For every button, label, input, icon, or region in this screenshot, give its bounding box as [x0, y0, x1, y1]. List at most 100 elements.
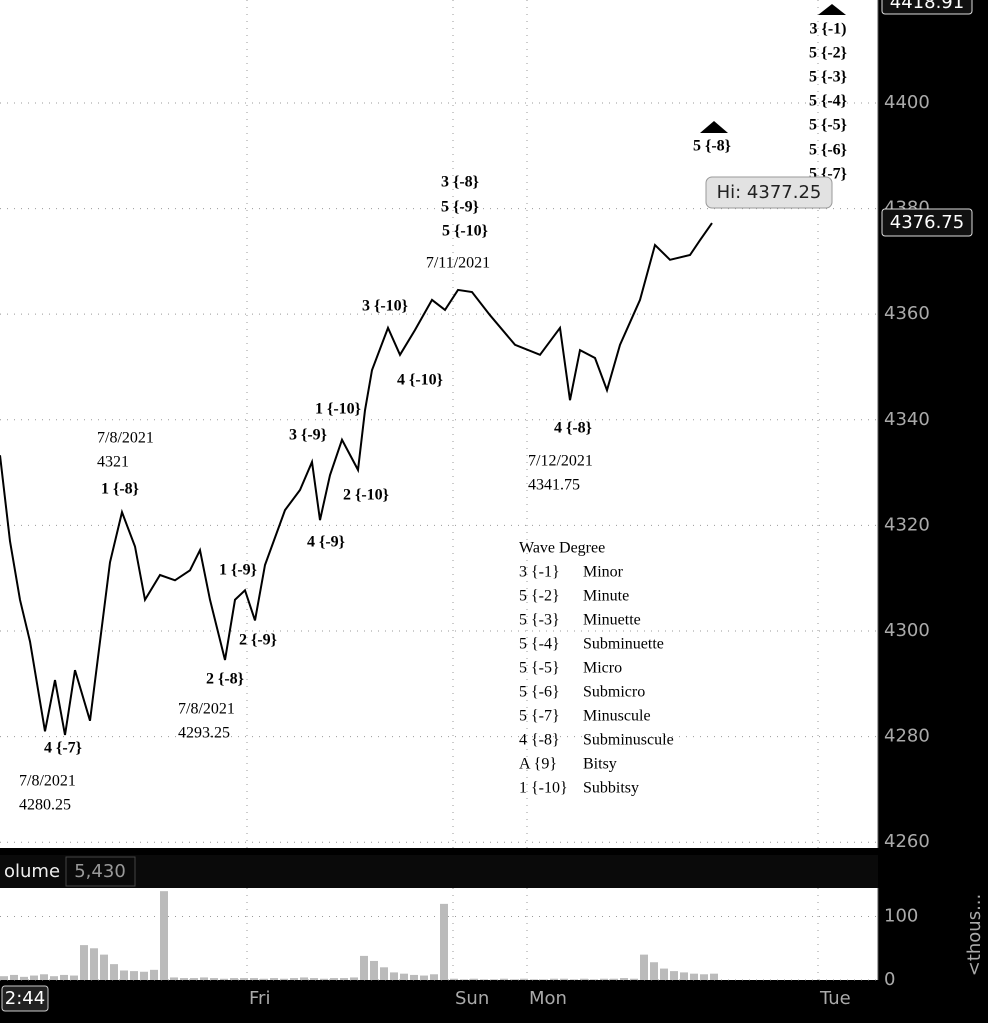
volume-bar — [380, 967, 388, 980]
arrow-marker — [700, 121, 728, 133]
volume-bar — [690, 973, 698, 980]
legend-wave: 5 {-7} — [519, 708, 560, 725]
annotation: 4341.75 — [528, 477, 580, 494]
volume-bar — [360, 955, 368, 980]
volume-bar — [400, 973, 408, 980]
volume-bar — [250, 978, 258, 980]
annotation: 5 {-4} — [809, 93, 847, 110]
volume-bar — [420, 975, 428, 980]
y-tick-label: 4300 — [884, 620, 930, 641]
volume-bar — [20, 976, 28, 980]
volume-bar — [10, 974, 18, 980]
annotations: 3 {-1) 5 {-2} 5 {-3} 5 {-4} 5 {-5} 5 {-6} 5 {-… — [19, 21, 847, 814]
volume-bar — [370, 960, 378, 980]
legend-degree: Bitsy — [583, 756, 617, 773]
volume-bar — [140, 971, 148, 980]
annotation: 4280.25 — [19, 797, 71, 814]
legend-degree: Minute — [583, 588, 629, 605]
volume-bar — [260, 978, 268, 980]
volume-bar — [340, 978, 348, 980]
volume-bar — [580, 978, 588, 980]
volume-bar — [190, 978, 198, 980]
last-box — [881, 208, 973, 237]
volume-bar — [70, 975, 78, 980]
annotation: 3 {-1) — [810, 21, 847, 38]
volume-bar — [330, 978, 338, 980]
volume-bar — [610, 978, 618, 980]
x-tick-label: Tue — [819, 988, 851, 1009]
volume-bar — [390, 972, 398, 980]
volume-bar — [550, 978, 558, 980]
legend-degree: Subminuscule — [583, 732, 674, 749]
annotation: 4321 — [97, 454, 129, 471]
last-label: 4376.75 — [890, 212, 964, 233]
volume-bar — [290, 978, 298, 980]
x-tick-label: Fri — [249, 988, 270, 1009]
volume-bar — [620, 978, 628, 980]
volume-bar — [520, 978, 528, 980]
legend-degree: Subminuette — [583, 636, 664, 653]
volume-bar — [310, 978, 318, 980]
volume-bar — [680, 972, 688, 980]
y-tick-label: 4320 — [884, 514, 930, 535]
volume-bar — [440, 903, 448, 980]
annotation: 4 {-10} — [397, 372, 443, 389]
annotation: 4293.25 — [178, 725, 230, 742]
annotation: 7/11/2021 — [426, 255, 490, 272]
volume-bar — [430, 974, 438, 980]
volume-bar — [530, 979, 538, 980]
volume-tick-label: 100 — [884, 906, 918, 927]
annotation: 1 {-8} — [101, 481, 139, 498]
volume-bar — [470, 978, 478, 980]
annotation: 2 {-9} — [239, 632, 277, 649]
volume-header — [0, 855, 878, 888]
y-tick-label: 4360 — [884, 303, 930, 324]
annotation: 1 {-10} — [315, 401, 361, 418]
arrow-marker — [818, 4, 846, 15]
legend-wave: 3 {-1} — [519, 564, 560, 581]
volume-bar — [510, 979, 518, 980]
volume-bar — [480, 979, 488, 980]
volume-axis-label: <thous... — [964, 894, 985, 977]
volume-bar — [460, 979, 468, 980]
volume-bar — [490, 979, 498, 980]
volume-bar — [500, 978, 508, 980]
volume-bar — [590, 979, 598, 980]
legend-wave: 4 {-8} — [519, 732, 560, 749]
header-box — [65, 856, 136, 887]
volume-bar — [100, 954, 108, 980]
legend-wave: 1 {-10} — [519, 780, 568, 797]
volume-bar — [640, 954, 648, 980]
annotation: 5 {-2} — [809, 45, 847, 62]
volume-bar — [130, 971, 138, 980]
annotation: 4 {-8} — [554, 420, 592, 437]
x-tick-box — [1, 985, 49, 1012]
volume-bar — [660, 968, 668, 980]
volume-bar — [170, 977, 178, 980]
annotation: 5 {-8} — [693, 138, 731, 155]
legend-wave: 5 {-5} — [519, 660, 560, 677]
volume-bar — [670, 971, 678, 980]
legend-degree: Minor — [583, 564, 624, 581]
volume-bar — [710, 973, 718, 980]
volume-bar — [280, 978, 288, 980]
legend-wave: 5 {-3} — [519, 612, 560, 629]
volume-bar — [560, 978, 568, 980]
legend-degree: Minuscule — [583, 708, 651, 725]
volume-bar — [30, 975, 38, 980]
volume-bar — [540, 979, 548, 980]
volume-bar — [320, 978, 328, 980]
volume-bar — [80, 945, 88, 980]
legend-degree: Submicro — [583, 684, 645, 701]
annotation: 2 {-10} — [343, 487, 389, 504]
legend-degree: Minuette — [583, 612, 641, 629]
annotation: 7/8/2021 — [97, 430, 154, 447]
volume-bar — [90, 948, 98, 980]
legend-wave: 5 {-2} — [519, 588, 560, 605]
volume-bar — [630, 978, 638, 980]
volume-bar — [120, 970, 128, 980]
volume-bar — [110, 964, 118, 980]
annotation: 3 {-8} — [441, 174, 479, 191]
